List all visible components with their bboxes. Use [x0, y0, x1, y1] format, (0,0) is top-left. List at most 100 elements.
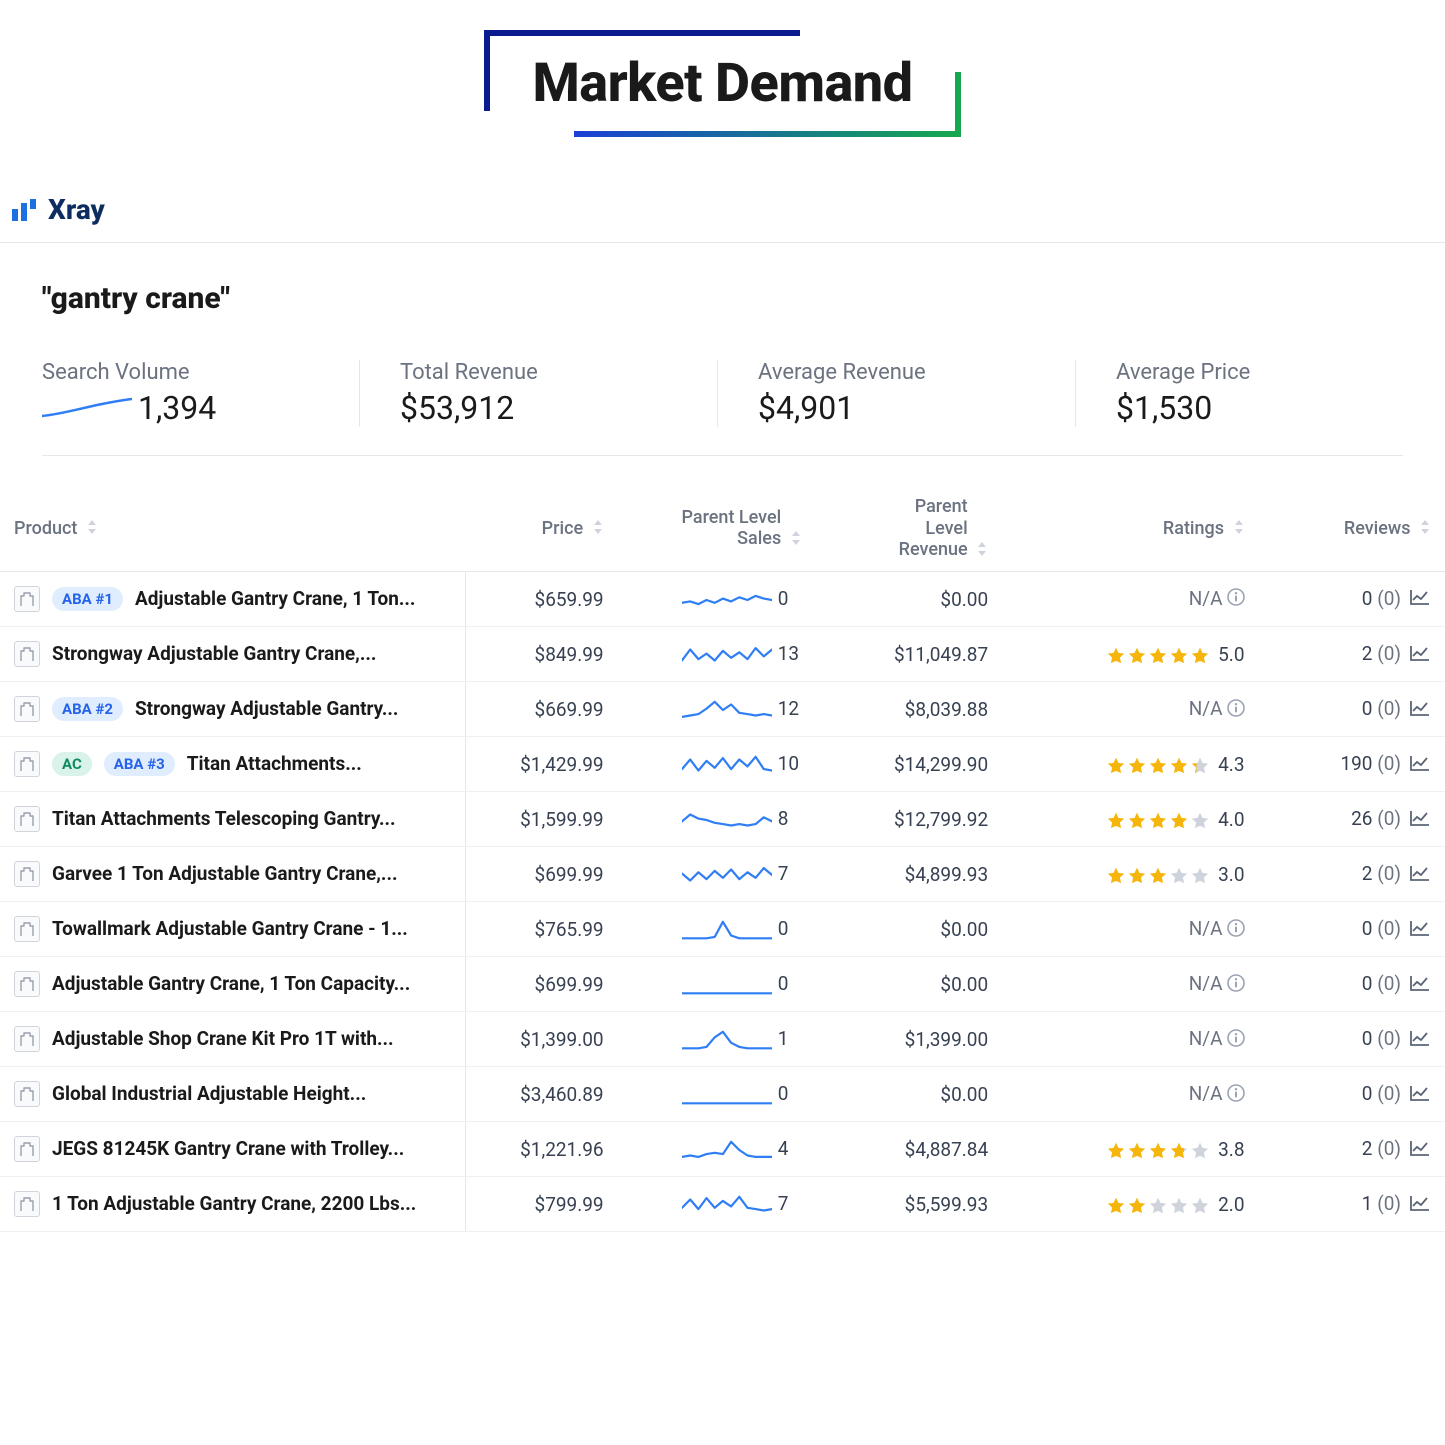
product-name[interactable]: Towallmark Adjustable Gantry Crane - 1..…: [52, 917, 408, 940]
star-icon: [1169, 1141, 1189, 1161]
col-price[interactable]: Price: [466, 486, 617, 571]
product-cell: 1 Ton Adjustable Gantry Crane, 2200 Lbs.…: [0, 1177, 466, 1232]
sales-value: 12: [778, 697, 802, 720]
search-block: "gantry crane": [0, 243, 1445, 326]
trend-chart-icon[interactable]: [1409, 919, 1431, 942]
info-icon[interactable]: [1227, 1084, 1245, 1107]
revenue-cell: $4,899.93: [816, 847, 1002, 902]
table-row[interactable]: ABA #2Strongway Adjustable Gantry...$669…: [0, 682, 1445, 737]
sort-icon: [1419, 518, 1431, 539]
product-name[interactable]: Adjustable Shop Crane Kit Pro 1T with...: [52, 1027, 394, 1050]
trend-chart-icon[interactable]: [1409, 809, 1431, 832]
sales-cell: 0: [618, 571, 816, 627]
reviews-cell: 2 (0): [1259, 1122, 1445, 1177]
col-reviews[interactable]: Reviews: [1259, 486, 1445, 571]
sales-cell: 13: [618, 627, 816, 682]
metric-card: Search Volume1,394: [42, 360, 360, 427]
ratings-cell: N/A: [1002, 957, 1258, 1012]
metrics-row: Search Volume1,394 Total Revenue$53,912 Av…: [0, 326, 1445, 455]
info-icon[interactable]: [1227, 588, 1245, 611]
star-icon: [1148, 646, 1168, 666]
trend-chart-icon[interactable]: [1409, 1084, 1431, 1107]
sales-sparkline-icon: [682, 589, 772, 611]
col-product[interactable]: Product: [0, 486, 466, 571]
table-row[interactable]: ACABA #3Titan Attachments...$1,429.9910$…: [0, 737, 1445, 792]
badge-ac: AC: [52, 752, 92, 776]
product-name[interactable]: 1 Ton Adjustable Gantry Crane, 2200 Lbs.…: [52, 1192, 416, 1215]
table-row[interactable]: Global Industrial Adjustable Height...$3…: [0, 1067, 1445, 1122]
table-row[interactable]: Adjustable Shop Crane Kit Pro 1T with...…: [0, 1012, 1445, 1067]
info-icon[interactable]: [1227, 1029, 1245, 1052]
product-name[interactable]: Strongway Adjustable Gantry...: [135, 697, 398, 720]
sales-value: 0: [778, 1082, 802, 1105]
sales-sparkline-icon: [682, 644, 772, 666]
search-term: "gantry crane": [42, 281, 1403, 316]
col-sales[interactable]: Parent LevelSales: [618, 486, 816, 571]
sales-cell: 4: [618, 1122, 816, 1177]
table-row[interactable]: Strongway Adjustable Gantry Crane,...$84…: [0, 627, 1445, 682]
sales-cell: 12: [618, 682, 816, 737]
price-cell: $765.99: [466, 902, 617, 957]
trend-chart-icon[interactable]: [1409, 864, 1431, 887]
col-revenue[interactable]: ParentLevelRevenue: [816, 486, 1002, 571]
trend-chart-icon[interactable]: [1409, 644, 1431, 667]
trend-chart-icon[interactable]: [1409, 1194, 1431, 1217]
xray-logo-icon: [12, 199, 38, 221]
rating-stars: [1106, 866, 1210, 886]
metric-card: Total Revenue$53,912: [400, 360, 718, 427]
table-row[interactable]: Towallmark Adjustable Gantry Crane - 1..…: [0, 902, 1445, 957]
col-revenue-label: ParentLevelRevenue: [899, 496, 968, 561]
product-name[interactable]: JEGS 81245K Gantry Crane with Trolley...: [52, 1137, 404, 1160]
trend-chart-icon[interactable]: [1409, 699, 1431, 722]
rating-value: 5.0: [1218, 643, 1244, 666]
product-name[interactable]: Garvee 1 Ton Adjustable Gantry Crane,...: [52, 862, 397, 885]
revenue-cell: $14,299.90: [816, 737, 1002, 792]
metric-label: Average Price: [1116, 360, 1403, 385]
sort-icon: [592, 518, 604, 539]
sales-value: 7: [778, 1192, 802, 1215]
trend-chart-icon[interactable]: [1409, 1139, 1431, 1162]
reviews-cell: 190 (0): [1259, 737, 1445, 792]
table-row[interactable]: JEGS 81245K Gantry Crane with Trolley...…: [0, 1122, 1445, 1177]
reviews-count: 0: [1362, 972, 1373, 995]
product-name[interactable]: Strongway Adjustable Gantry Crane,...: [52, 642, 376, 665]
table-row[interactable]: Garvee 1 Ton Adjustable Gantry Crane,...…: [0, 847, 1445, 902]
star-icon: [1106, 1196, 1126, 1216]
reviews-delta: (0): [1377, 807, 1401, 830]
page-title-frame: Market Demand: [0, 0, 1445, 187]
table-row[interactable]: ABA #1Adjustable Gantry Crane, 1 Ton...$…: [0, 571, 1445, 627]
rating-stars: [1106, 1141, 1210, 1161]
reviews-cell: 0 (0): [1259, 957, 1445, 1012]
price-cell: $1,599.99: [466, 792, 617, 847]
ratings-cell: 4.3: [1002, 737, 1258, 792]
table-row[interactable]: Titan Attachments Telescoping Gantry... $…: [0, 792, 1445, 847]
product-name[interactable]: Adjustable Gantry Crane, 1 Ton...: [135, 587, 415, 610]
info-icon[interactable]: [1227, 699, 1245, 722]
col-ratings[interactable]: Ratings: [1002, 486, 1258, 571]
trend-chart-icon[interactable]: [1409, 588, 1431, 611]
table-row[interactable]: Adjustable Gantry Crane, 1 Ton Capacity.…: [0, 957, 1445, 1012]
product-cell: Garvee 1 Ton Adjustable Gantry Crane,...: [0, 847, 466, 902]
reviews-cell: 0 (0): [1259, 1012, 1445, 1067]
sales-cell: 8: [618, 792, 816, 847]
sales-cell: 0: [618, 1067, 816, 1122]
star-icon: [1106, 866, 1126, 886]
star-icon: [1190, 646, 1210, 666]
product-name[interactable]: Titan Attachments...: [187, 752, 362, 775]
trend-chart-icon[interactable]: [1409, 1029, 1431, 1052]
product-name[interactable]: Adjustable Gantry Crane, 1 Ton Capacity.…: [52, 972, 410, 995]
trend-chart-icon[interactable]: [1409, 974, 1431, 997]
trend-chart-icon[interactable]: [1409, 754, 1431, 777]
product-name[interactable]: Titan Attachments Telescoping Gantry...: [52, 807, 396, 830]
reviews-count: 2: [1362, 642, 1373, 665]
col-reviews-label: Reviews: [1344, 518, 1411, 539]
info-icon[interactable]: [1227, 919, 1245, 942]
product-name[interactable]: Global Industrial Adjustable Height...: [52, 1082, 366, 1105]
reviews-count: 0: [1362, 1082, 1373, 1105]
revenue-cell: $5,599.93: [816, 1177, 1002, 1232]
info-icon[interactable]: [1227, 974, 1245, 997]
reviews-delta: (0): [1377, 697, 1401, 720]
reviews-cell: 0 (0): [1259, 902, 1445, 957]
brand-name: Xray: [48, 193, 105, 226]
table-row[interactable]: 1 Ton Adjustable Gantry Crane, 2200 Lbs.…: [0, 1177, 1445, 1232]
